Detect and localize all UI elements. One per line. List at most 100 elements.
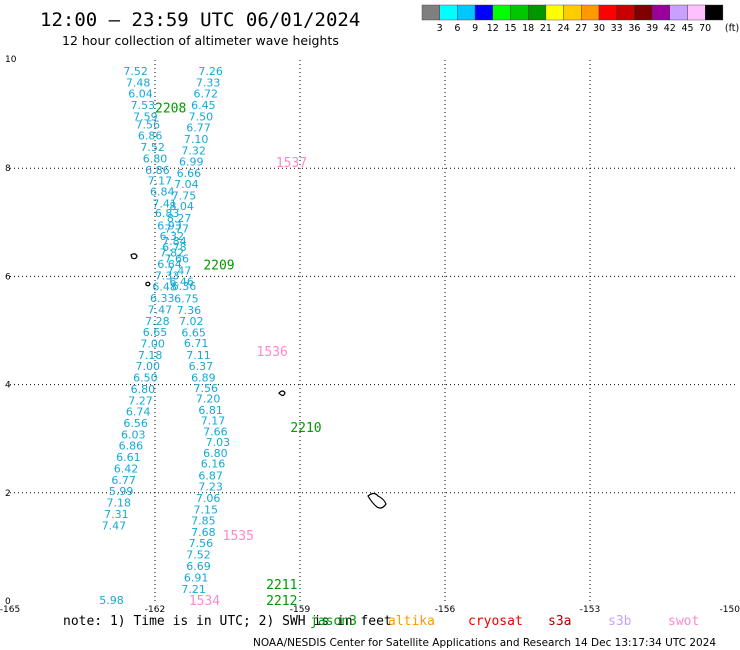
wave-height-value: 7.32 — [181, 144, 206, 157]
wave-height-value: 6.61 — [116, 451, 141, 464]
colorbar-label: 6 — [454, 23, 460, 34]
wave-height-value: 6.77 — [186, 122, 211, 135]
x-tick-label: -162 — [145, 605, 165, 615]
grid-lines — [10, 60, 735, 601]
colorbar-swatch — [563, 4, 582, 21]
island-kauai-outline — [130, 253, 138, 260]
colorbar-swatch — [510, 4, 529, 21]
wave-height-value: 7.06 — [196, 492, 221, 505]
wave-height-value: 7.33 — [196, 77, 221, 90]
colorbar-label: 30 — [593, 23, 605, 34]
wave-height-value: 6.33 — [150, 292, 175, 305]
pass-label: 2208 — [155, 102, 186, 117]
y-tick-label: 6 — [5, 272, 11, 282]
colorbar-swatch — [705, 4, 724, 21]
wave-height-value: 6.74 — [126, 406, 151, 419]
wave-height-value: 6.45 — [191, 99, 216, 112]
y-tick-label: 8 — [5, 164, 11, 174]
wave-height-value: 6.71 — [184, 337, 209, 350]
y-tick-label: 4 — [5, 381, 11, 391]
colorbar-swatch — [492, 4, 511, 21]
colorbar-label: 18 — [522, 23, 534, 34]
colorbar-label: 3 — [437, 23, 443, 34]
colorbar-swatch — [651, 4, 670, 21]
satellite-legend: jason3 altika cryosat s3a s3b swot — [310, 614, 699, 629]
wave-height-value: 5.98 — [99, 594, 124, 607]
wave-height-value: 7.66 — [203, 426, 228, 439]
wave-height-value: 7.53 — [131, 99, 156, 112]
x-tick-label: -156 — [435, 605, 456, 615]
colorbar-swatch — [616, 4, 635, 21]
wave-height-value: 7.47 — [102, 519, 127, 532]
wave-height-value: 7.00 — [136, 360, 161, 373]
x-tick-label: -159 — [290, 605, 311, 615]
colorbar-label: 15 — [504, 23, 516, 34]
colorbar-swatch — [634, 4, 653, 21]
wave-height-value: 6.65 — [181, 327, 206, 340]
wave-height-value: 7.18 — [107, 497, 132, 510]
wave-height-value: 6.16 — [201, 458, 226, 471]
wave-height-value: 7.03 — [206, 436, 231, 449]
y-tick-label: 2 — [5, 489, 11, 499]
wave-height-value: 6.37 — [189, 360, 214, 373]
colorbar-swatch — [687, 4, 706, 21]
wave-height-value: 7.36 — [177, 304, 202, 317]
wave-height-value: 6.80 — [131, 383, 156, 396]
satellite-legend-item: altika — [388, 614, 435, 629]
colorbar-swatch — [457, 4, 476, 21]
wave-height-value: 7.11 — [186, 349, 211, 362]
wave-height-value: 7.48 — [126, 77, 151, 90]
wave-height-value: 6.56 — [123, 417, 148, 430]
wave-height-value: 7.77 — [165, 222, 190, 235]
wave-height-value: 6.86 — [138, 130, 163, 143]
wave-height-value: 7.20 — [196, 393, 221, 406]
colorbar-swatch — [581, 4, 600, 21]
wave-height-value: 6.66 — [177, 167, 202, 180]
wave-height-value: 7.50 — [189, 110, 214, 123]
footer-note: note: 1) Time is in UTC; 2) SWH is in fe… — [63, 614, 392, 629]
wave-height-value: 7.47 — [167, 264, 192, 277]
island-oahu-outline — [145, 281, 151, 287]
wave-height-value: 8.04 — [169, 200, 194, 213]
wave-height-value: 7.17 — [148, 175, 173, 188]
wave-height-value: 7.52 — [140, 141, 165, 154]
footer-credit: NOAA/NESDIS Center for Satellite Applica… — [253, 637, 716, 649]
wave-height-value: 6.86 — [119, 440, 144, 453]
colorbar-label: 9 — [472, 23, 478, 34]
colorbar-label: 24 — [558, 23, 570, 34]
pass-label: 2211 — [266, 578, 297, 593]
wave-height-value: 6.80 — [143, 152, 168, 165]
colorbar-swatch — [421, 4, 440, 21]
island-hawaii-outline — [367, 492, 387, 509]
wave-height-value: 6.32 — [160, 230, 185, 243]
x-tick-label: -150 — [720, 605, 740, 615]
satellite-legend-item: swot — [668, 614, 699, 629]
wave-height-value: 7.00 — [140, 337, 165, 350]
chart-title: 12:00 — 23:59 UTC 06/01/2024 — [40, 9, 360, 31]
colorbar-label: 12 — [487, 23, 499, 34]
colorbar-label: 42 — [664, 23, 676, 34]
wave-height-value: 7.68 — [191, 526, 216, 539]
colorbar-swatch — [474, 4, 494, 21]
colorbar-swatch — [598, 4, 617, 21]
wave-height-value: 6.81 — [198, 404, 223, 417]
wave-height-value: 6.48 — [152, 281, 177, 294]
wave-height-value: 7.27 — [128, 394, 153, 407]
colorbar-swatch — [669, 4, 688, 21]
colorbar-label: 27 — [575, 23, 587, 34]
wave-height-value: 6.04 — [128, 88, 153, 101]
pass-label: 2209 — [203, 259, 234, 274]
wave-height-value: 6.91 — [184, 572, 209, 585]
wave-height-value: 6.64 — [157, 258, 182, 271]
wave-height-value: 7.04 — [174, 178, 199, 191]
satellite-legend-item: s3a — [548, 614, 571, 629]
colorbar-label: 70 — [699, 23, 711, 34]
wave-height-value: 5.99 — [109, 485, 134, 498]
wave-height-value: 7.59 — [133, 110, 158, 123]
wave-height-value: 7.82 — [160, 247, 185, 260]
satellite-legend-item: jason3 — [310, 614, 357, 629]
wave-height-value: 6.89 — [191, 372, 216, 385]
wave-height-value: 7.52 — [186, 548, 211, 561]
